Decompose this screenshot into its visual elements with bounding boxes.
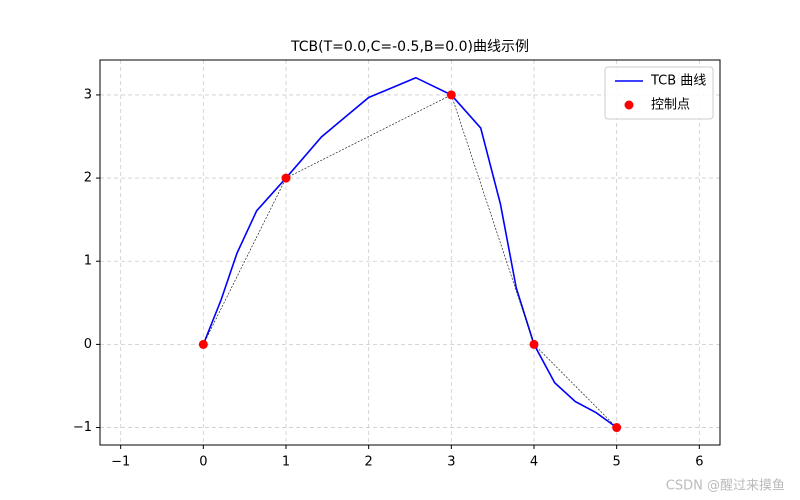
control-point bbox=[281, 173, 291, 183]
x-tick-label: 6 bbox=[695, 455, 703, 470]
x-tick-label: 0 bbox=[199, 455, 207, 470]
y-tick-label: 3 bbox=[84, 87, 92, 102]
y-tick-label: −1 bbox=[73, 420, 92, 435]
y-tick-label: 2 bbox=[84, 171, 92, 186]
y-tick-label: 0 bbox=[84, 337, 92, 352]
control-polygon bbox=[203, 94, 617, 428]
legend-label: 控制点 bbox=[651, 98, 690, 113]
x-tick-label: 5 bbox=[613, 455, 621, 470]
x-tick-label: 1 bbox=[282, 455, 290, 470]
x-tick-label: −1 bbox=[111, 455, 130, 470]
watermark: CSDN @醒过来摸鱼 bbox=[666, 478, 785, 494]
legend-marker bbox=[624, 100, 634, 110]
control-point bbox=[612, 423, 622, 433]
plot-frame bbox=[99, 59, 721, 446]
chart-title: TCB(T=0.0,C=-0.5,B=0.0)曲线示例 bbox=[290, 39, 529, 55]
control-point bbox=[446, 90, 456, 100]
y-tick-label: 1 bbox=[84, 254, 92, 269]
x-tick-label: 3 bbox=[447, 455, 455, 470]
x-tick-label: 2 bbox=[365, 455, 373, 470]
control-point bbox=[529, 339, 539, 349]
legend-label: TCB 曲线 bbox=[650, 74, 706, 89]
x-tick-label: 4 bbox=[530, 455, 538, 470]
control-point bbox=[198, 339, 208, 349]
